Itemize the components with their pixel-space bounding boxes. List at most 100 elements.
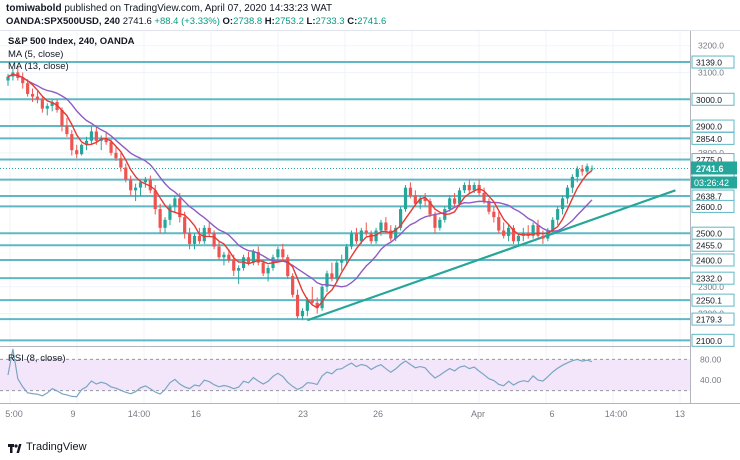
candle-body bbox=[89, 131, 94, 141]
time-tick-label: 5:00 bbox=[5, 409, 23, 419]
candle-body bbox=[516, 235, 520, 242]
candle-body bbox=[492, 211, 496, 218]
time-tick-label: 23 bbox=[298, 409, 308, 419]
candle-body bbox=[119, 158, 123, 168]
author-name[interactable]: tomiwabold bbox=[6, 3, 62, 14]
candle-body bbox=[305, 300, 309, 311]
candle-body bbox=[138, 182, 143, 188]
candle-body bbox=[187, 233, 192, 244]
candle-body bbox=[403, 187, 408, 210]
level-tag-label: 2638.7 bbox=[696, 192, 722, 202]
ma5-legend[interactable]: MA (5, close) bbox=[8, 49, 63, 60]
ma13-legend[interactable]: MA (13, close) bbox=[8, 61, 69, 72]
rsi-legend[interactable]: RSI (8, close) bbox=[8, 353, 66, 364]
candle-body bbox=[153, 190, 157, 210]
candle-body bbox=[266, 268, 270, 274]
candle-body bbox=[281, 249, 285, 258]
published-text: published on TradingView.com, April 07, … bbox=[64, 3, 333, 14]
time-axis[interactable]: 5:00 9 14:00 16 23 26 Apr 6 14:00 13 bbox=[0, 403, 740, 420]
candle-body bbox=[183, 217, 187, 234]
candle-body bbox=[178, 198, 182, 218]
rsi-tick-label: 40.00 bbox=[700, 375, 722, 385]
candle-body bbox=[408, 187, 413, 196]
candle-body bbox=[26, 83, 30, 94]
c-label: C: bbox=[347, 16, 358, 27]
candle-body bbox=[75, 150, 79, 155]
price-axis[interactable]: 3200.0 3100.0 2800.0 2600.0 2500.0 2400.0 2300… bbox=[690, 31, 740, 403]
level-tag bbox=[691, 238, 735, 252]
symbol-label: OANDA:SPX500USD, 240 bbox=[6, 16, 121, 27]
candle-body bbox=[261, 262, 265, 274]
candle-body bbox=[580, 168, 584, 172]
candle-body bbox=[84, 140, 89, 145]
candle-body bbox=[256, 251, 260, 263]
level-tag bbox=[691, 55, 735, 69]
candle-body bbox=[359, 230, 363, 242]
candle-body bbox=[340, 259, 344, 263]
candle-body bbox=[506, 227, 511, 236]
level-tag bbox=[691, 271, 735, 285]
candle-body bbox=[330, 273, 334, 279]
time-ticks: 5:00 9 14:00 16 23 26 Apr 6 14:00 13 bbox=[5, 409, 685, 419]
candle-body bbox=[472, 184, 476, 191]
candle-body bbox=[438, 219, 442, 228]
time-tick-label: 26 bbox=[373, 409, 383, 419]
current-price-tag: 2741.6 03:26:42 bbox=[691, 161, 737, 189]
candle-body bbox=[232, 259, 236, 271]
open-price: 2741.6 bbox=[122, 16, 152, 27]
candle-body bbox=[531, 225, 535, 236]
countdown-text: 03:26:42 bbox=[694, 178, 729, 188]
price-chart[interactable]: S&P 500 Index, 240, OANDA MA (5, close) … bbox=[0, 31, 740, 436]
candle-body bbox=[291, 276, 295, 295]
publish-line: tomiwabold published on TradingView.com,… bbox=[6, 3, 332, 14]
candle-body bbox=[124, 167, 128, 180]
candle-body bbox=[369, 233, 373, 242]
rsi-ticks: 80.00 40.00 bbox=[700, 354, 722, 385]
level-tag bbox=[691, 312, 735, 326]
l-value: 2733.3 bbox=[315, 16, 345, 27]
candle-body bbox=[158, 209, 162, 228]
candle-body bbox=[300, 310, 305, 317]
price-tick-label: 3100.0 bbox=[698, 67, 724, 77]
tradingview-brand[interactable]: TradingView bbox=[26, 441, 87, 453]
price-tick-label: 2300.0 bbox=[698, 282, 724, 292]
candle-body bbox=[345, 246, 349, 260]
candle-body bbox=[227, 254, 231, 260]
footer: TradingView bbox=[0, 436, 740, 460]
current-price-text: 2741.6 bbox=[696, 164, 724, 174]
time-tick-label: 14:00 bbox=[128, 409, 151, 419]
candle-body bbox=[384, 222, 388, 231]
candle-body bbox=[457, 190, 462, 204]
candle-body bbox=[109, 142, 113, 153]
candle-body bbox=[80, 144, 84, 155]
candle-body bbox=[551, 219, 555, 231]
tradingview-logo-icon[interactable] bbox=[8, 441, 22, 455]
candle-body bbox=[379, 222, 383, 231]
level-tag-label: 2455.0 bbox=[696, 241, 722, 251]
horizontal-levels[interactable] bbox=[0, 61, 690, 342]
candle-body bbox=[536, 225, 540, 236]
candle-body bbox=[462, 184, 466, 191]
candle-body bbox=[168, 206, 172, 220]
candle-body bbox=[197, 235, 201, 242]
time-tick-label: 6 bbox=[549, 409, 554, 419]
candle-body bbox=[286, 257, 290, 277]
time-tick-label: 9 bbox=[70, 409, 75, 419]
candle-body bbox=[173, 198, 177, 207]
l-label: L: bbox=[306, 16, 316, 27]
c-value: 2741.6 bbox=[357, 16, 387, 27]
level-tag-label: 3000.0 bbox=[696, 95, 722, 105]
candle-body bbox=[497, 217, 501, 231]
candle-body bbox=[325, 273, 329, 287]
candle-body bbox=[50, 101, 54, 106]
candle-body bbox=[276, 249, 280, 258]
price-tick-label: 3200.0 bbox=[698, 41, 724, 51]
candle-body bbox=[590, 168, 594, 170]
candle-body bbox=[295, 294, 300, 317]
ascending-trendline[interactable] bbox=[306, 189, 676, 322]
candle-body bbox=[315, 302, 319, 309]
level-tag-label: 2854.0 bbox=[696, 134, 722, 144]
candle-body bbox=[570, 176, 574, 188]
time-tick-label: 14:00 bbox=[605, 409, 628, 419]
candle-body bbox=[364, 230, 368, 234]
